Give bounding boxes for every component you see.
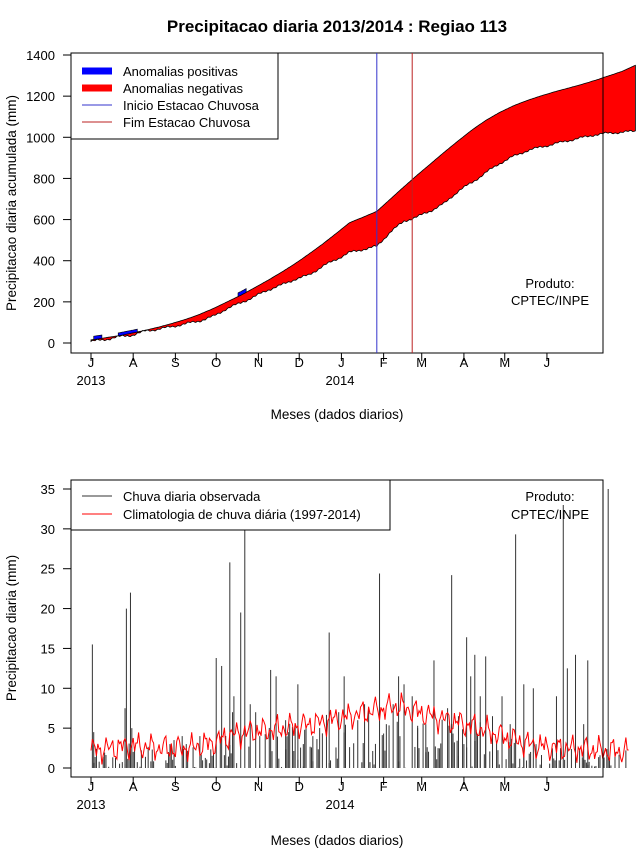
climatology-line: [90, 692, 629, 765]
y-tick-label: 400: [33, 254, 55, 269]
legend-label-end: Fim Estacao Chuvosa: [123, 115, 251, 130]
legend: Chuva diaria observada Climatologia de c…: [70, 479, 391, 531]
x-tick-label: D: [295, 779, 304, 794]
x-tick-label: J: [544, 355, 551, 370]
product-source: CPTEC/INPE: [511, 507, 589, 522]
y-tick-label: 10: [41, 681, 55, 696]
x-tick-label: M: [416, 779, 427, 794]
positive-anomaly-area: [117, 328, 138, 337]
y-tick-label: 5: [48, 721, 55, 736]
y-tick-label: 35: [41, 482, 55, 497]
legend: Anomalias positivas Anomalias negativas …: [70, 52, 279, 140]
chart-title: Precipitacao diaria 2013/2014 : Regiao 1…: [167, 17, 507, 36]
y-tick-label: 1200: [26, 89, 55, 104]
y-axis-label: Precipitacao diaria (mm): [4, 555, 19, 701]
legend-label-climatology: Climatologia de chuva diária (1997-2014): [123, 507, 361, 522]
accumulated-precip-chart: 0 200 400 600 800 1000 1200 1400 J A S O N D J F M A M J P…: [4, 48, 636, 422]
x-tick-label: D: [295, 355, 304, 370]
x-tick-label: M: [499, 355, 510, 370]
legend-label-negative: Anomalias negativas: [123, 81, 243, 96]
y-tick-label: 800: [33, 171, 55, 186]
x-tick-label: J: [338, 779, 345, 794]
positive-anomaly-area: [93, 334, 103, 340]
x-tick-label: S: [171, 355, 180, 370]
y-tick-label: 1000: [26, 130, 55, 145]
x-tick-label: A: [129, 779, 138, 794]
x-tick-label: J: [338, 355, 345, 370]
y-tick-label: 200: [33, 295, 55, 310]
y-tick-label: 600: [33, 213, 55, 228]
x-tick-label: N: [254, 779, 263, 794]
y-tick-label: 1400: [26, 48, 55, 63]
product-label: Produto:: [525, 276, 574, 291]
observed-bars: [91, 489, 627, 768]
year-label-2013: 2013: [77, 797, 106, 812]
legend-label-positive: Anomalias positivas: [123, 64, 238, 79]
legend-label-start: Inicio Estacao Chuvosa: [123, 98, 260, 113]
x-tick-label: F: [380, 355, 388, 370]
year-label-2013: 2013: [77, 373, 106, 388]
anomaly-fill-area: [90, 64, 636, 343]
year-label-2014: 2014: [326, 797, 355, 812]
y-tick-label: 25: [41, 562, 55, 577]
x-tick-label: A: [460, 355, 469, 370]
y-tick-label: 20: [41, 602, 55, 617]
x-tick-label: J: [88, 355, 95, 370]
x-axis-label: Meses (dados diarios): [271, 833, 404, 848]
x-tick-label: A: [129, 355, 138, 370]
legend-box: [70, 479, 391, 531]
x-tick-label: O: [211, 779, 221, 794]
y-axis-label: Precipitacao diaria acumulada (mm): [4, 95, 19, 311]
y-axis: 0 5 10 15 20 25 30 35: [41, 482, 71, 776]
negative-anomaly-area: [90, 64, 636, 343]
product-label: Produto:: [525, 489, 574, 504]
product-source: CPTEC/INPE: [511, 293, 589, 308]
x-tick-label: J: [544, 779, 551, 794]
x-axis-label: Meses (dados diarios): [271, 407, 404, 422]
x-tick-label: S: [171, 779, 180, 794]
daily-precip-chart: 0 5 10 15 20 25 30 35 J A S O N D J F M A M J Precipitacao…: [4, 479, 629, 848]
y-tick-label: 0: [48, 336, 55, 351]
positive-anomaly-area: [237, 288, 247, 298]
x-tick-label: N: [254, 355, 263, 370]
x-tick-label: A: [460, 779, 469, 794]
x-tick-label: M: [499, 779, 510, 794]
y-tick-label: 15: [41, 641, 55, 656]
year-label-2014: 2014: [326, 373, 355, 388]
plot-frame: [70, 52, 604, 354]
y-tick-label: 30: [41, 522, 55, 537]
x-tick-label: M: [416, 355, 427, 370]
y-axis: 0 200 400 600 800 1000 1200 1400: [26, 48, 71, 351]
x-tick-label: F: [380, 779, 388, 794]
legend-label-observed: Chuva diaria observada: [123, 489, 261, 504]
legend-box: [70, 52, 279, 140]
x-tick-label: J: [88, 779, 95, 794]
y-tick-label: 0: [48, 761, 55, 776]
x-tick-label: O: [211, 355, 221, 370]
